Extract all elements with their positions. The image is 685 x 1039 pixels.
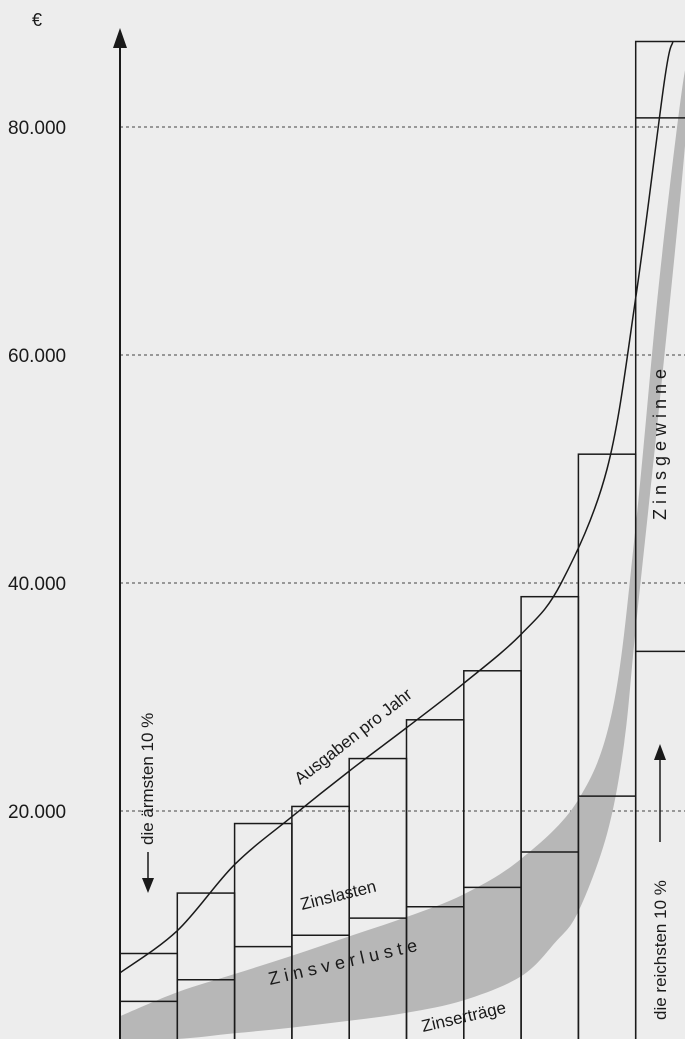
y-tick-label: 80.000 xyxy=(8,118,66,139)
up-arrow-icon xyxy=(654,744,666,760)
expenses-label: Ausgaben pro Jahr xyxy=(291,685,416,789)
y-unit-label: € xyxy=(32,10,42,30)
burden-label: Zinslasten xyxy=(298,877,378,914)
y-tick-label: 60.000 xyxy=(8,346,66,367)
y-axis-arrow xyxy=(113,28,127,48)
bars xyxy=(119,40,685,1039)
decile-bar xyxy=(634,40,685,1039)
expenses-line xyxy=(119,41,674,974)
interest-band-area xyxy=(120,70,685,1039)
richest-label: die reichsten 10 % xyxy=(651,880,670,1020)
y-tick-label: 40.000 xyxy=(8,574,66,595)
down-arrow-icon xyxy=(142,878,154,893)
expenses-curve xyxy=(119,41,674,974)
gains-label: Z i n s g e w i n n e xyxy=(650,369,670,520)
y-axis: 20.000 40.000 60.000 80.000 € xyxy=(8,10,127,1039)
poorest-label: die ärmsten 10 % xyxy=(138,713,157,845)
interest-band xyxy=(120,70,685,1039)
y-tick-label: 20.000 xyxy=(8,802,66,823)
